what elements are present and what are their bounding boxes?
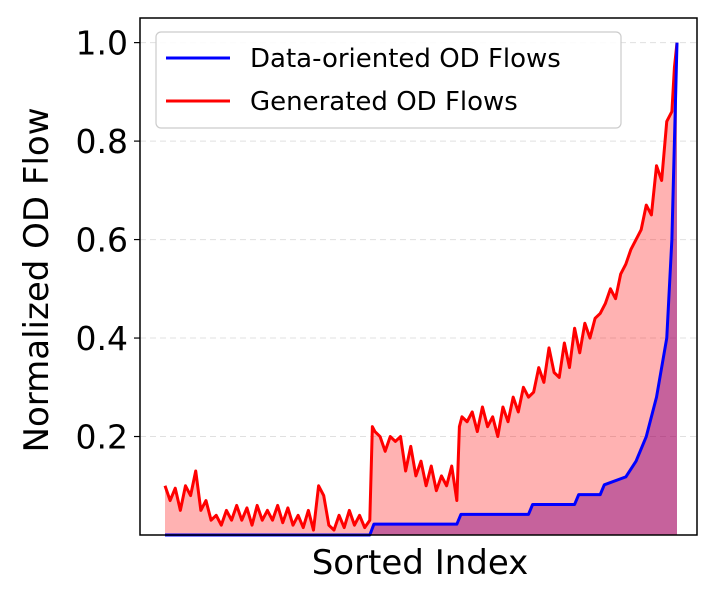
legend: Data-oriented OD Flows Generated OD Flow…	[155, 31, 622, 129]
legend-label-generated: Generated OD Flows	[250, 87, 518, 117]
y-tick-label-0.8: 0.8	[76, 122, 128, 161]
legend-box	[155, 31, 622, 129]
y-axis-label: Normalized OD Flow	[17, 108, 57, 453]
y-axis-ticks: 0.2 0.4 0.6 0.8 1.0	[76, 24, 140, 457]
y-tick-label-0.2: 0.2	[76, 418, 128, 457]
plot-frame	[139, 17, 698, 536]
area-generated-od-flows	[165, 42, 677, 536]
y-tick-label-1.0: 1.0	[76, 24, 128, 63]
x-axis-label: Sorted Index	[312, 543, 529, 583]
y-tick-label-0.6: 0.6	[76, 221, 128, 260]
area-fills	[165, 42, 677, 536]
area-data-oriented-od-flows	[165, 42, 677, 536]
line-generated-od-flows	[163, 42, 679, 532]
y-tick-label-0.4: 0.4	[76, 319, 128, 358]
series-lines	[163, 42, 679, 537]
line-data-oriented-od-flows	[165, 42, 679, 537]
legend-label-data-oriented: Data-oriented OD Flows	[250, 44, 561, 74]
